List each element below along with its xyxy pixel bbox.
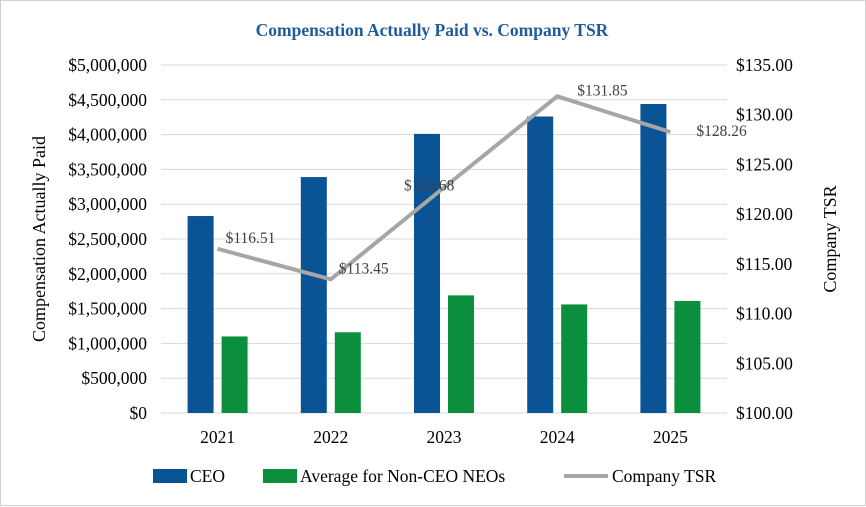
y-tick-label: $2,000,000 xyxy=(68,264,147,284)
tsr-line-series: $116.51 $113.45 $122.68 $131.85 $128.26 xyxy=(217,82,747,282)
neo-bar xyxy=(221,336,248,413)
legend-label: Company TSR xyxy=(612,466,717,486)
neo-bar xyxy=(561,304,588,413)
neo-bar xyxy=(448,295,474,413)
x-tick-label: 2023 xyxy=(427,427,462,447)
x-tick-label: 2021 xyxy=(200,427,235,447)
y2-tick-label: $100.00 xyxy=(736,403,793,423)
gridlines xyxy=(161,64,727,414)
neo-bar xyxy=(674,300,701,413)
x-tick-label: 2022 xyxy=(313,427,348,447)
legend: CEO Average for Non-CEO NEOs Company TSR xyxy=(153,466,717,486)
y-tick-label: $1,500,000 xyxy=(68,299,147,319)
y2-tick-label: $120.00 xyxy=(736,204,793,224)
y2-tick-label: $125.00 xyxy=(736,154,793,174)
y-tick-label: $4,500,000 xyxy=(68,90,147,110)
y-axis-ticks: $0 $500,000 $1,000,000 $1,500,000 $2,000,000… xyxy=(68,55,147,423)
ceo-bar xyxy=(414,133,440,414)
ceo-bar xyxy=(300,177,327,413)
tsr-data-label: $128.26 xyxy=(696,123,747,140)
y-tick-label: $4,000,000 xyxy=(68,125,147,145)
y-tick-label: $2,500,000 xyxy=(68,229,147,249)
neo-bar xyxy=(334,332,361,413)
y2-axis-label: Company TSR xyxy=(820,185,840,292)
ceo-bar xyxy=(527,116,554,413)
tsr-line xyxy=(217,94,672,282)
legend-swatch xyxy=(153,469,187,483)
y-tick-label: $1,000,000 xyxy=(68,333,147,353)
y2-tick-label: $115.00 xyxy=(736,254,792,274)
ceo-bar xyxy=(640,103,667,413)
chart-title: Compensation Actually Paid vs. Company T… xyxy=(256,20,609,40)
y-tick-label: $500,000 xyxy=(81,368,147,388)
y-tick-label: $0 xyxy=(130,403,148,423)
x-axis-ticks: 2021 2022 2023 2024 2025 xyxy=(200,427,688,447)
x-tick-label: 2024 xyxy=(540,427,575,447)
tsr-data-label: $113.45 xyxy=(339,260,389,277)
y-tick-label: $5,000,000 xyxy=(68,55,147,75)
y2-tick-label: $105.00 xyxy=(736,353,793,373)
y2-axis-ticks: $100.00 $105.00 $110.00 $115.00 $120.00 $125.… xyxy=(736,55,793,423)
y2-tick-label: $135.00 xyxy=(736,55,793,75)
ceo-bar xyxy=(187,216,214,413)
legend-label: Average for Non-CEO NEOs xyxy=(300,466,505,486)
legend-label: CEO xyxy=(190,466,225,486)
y-tick-label: $3,500,000 xyxy=(68,159,147,179)
tsr-data-label: $116.51 xyxy=(226,230,276,247)
legend-swatch xyxy=(263,469,297,483)
y-axis-label: Compensation Actually Paid xyxy=(29,136,49,342)
y2-tick-label: $110.00 xyxy=(736,304,792,324)
bar-series xyxy=(187,103,701,414)
y2-tick-label: $130.00 xyxy=(736,105,793,125)
y-tick-label: $3,000,000 xyxy=(68,194,147,214)
tsr-data-label: $131.85 xyxy=(577,82,628,99)
tsr-data-label: $122.68 xyxy=(404,177,455,194)
x-tick-label: 2025 xyxy=(653,427,688,447)
